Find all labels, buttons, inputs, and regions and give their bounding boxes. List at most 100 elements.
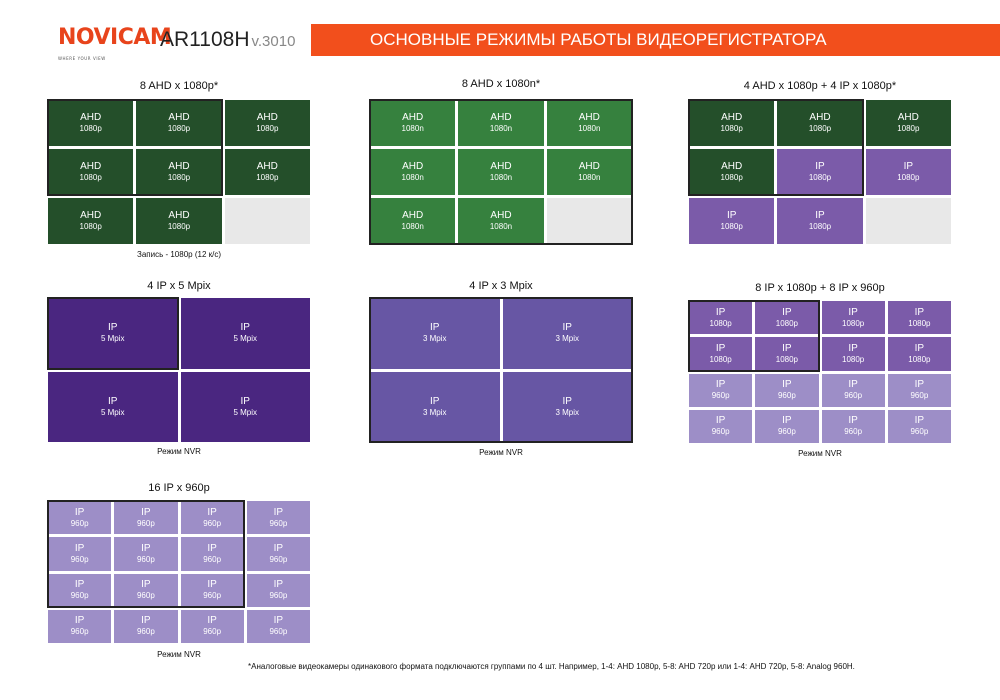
channel-resolution: 1080p — [79, 173, 102, 182]
channel-cell: IP 960p — [246, 609, 310, 643]
channel-cell: IP 960p — [246, 537, 310, 571]
channel-type: IP — [240, 395, 250, 407]
channel-resolution: 5 Mpix — [100, 407, 125, 417]
channel-cell: AHD 1080n — [458, 149, 544, 195]
channel-type: AHD — [721, 112, 743, 123]
channel-cell: AHD 1080p — [224, 149, 310, 195]
channel-type: IP — [273, 615, 284, 627]
channel-type: AHD — [402, 161, 424, 172]
channel-cell: IP 960p — [689, 373, 753, 407]
channel-type: AHD — [490, 210, 512, 221]
channel-cell: IP 1080p — [865, 149, 951, 195]
channel-cell: IP 1080p — [821, 301, 885, 335]
channel-type: IP — [782, 342, 792, 354]
channel-resolution: 1080p — [808, 124, 832, 133]
channel-resolution: 960p — [910, 427, 929, 437]
channel-resolution: 960p — [203, 627, 222, 637]
channel-resolution: 960p — [777, 391, 796, 401]
channel-type: AHD — [721, 161, 743, 172]
channel-resolution: 1080p — [720, 173, 743, 182]
channel-cell: IP 960p — [887, 373, 951, 407]
channel-resolution: 1080p — [842, 318, 865, 328]
channel-cell: IP 3 Mpix — [502, 298, 632, 369]
channel-type: IP — [914, 342, 925, 354]
channel-type: IP — [273, 542, 284, 554]
channel-type: AHD — [578, 112, 600, 123]
channel-cell: IP 1080p — [755, 337, 819, 371]
panel-title-8ip-1080p-8ip-960p: 8 IP x 1080p + 8 IP x 960p — [755, 282, 885, 294]
channel-resolution: 960p — [70, 554, 89, 564]
channel-resolution: 1080n — [578, 124, 601, 133]
channel-cell: AHD 1080p — [48, 149, 134, 195]
panel-note-4ip-3mpix: Режим NVR — [479, 448, 523, 457]
channel-type: IP — [273, 506, 284, 518]
channel-resolution: 1080p — [808, 222, 832, 231]
channel-cell: IP 960p — [180, 573, 244, 607]
channel-type: AHD — [897, 112, 919, 123]
channel-type: IP — [914, 306, 925, 318]
panel-note-8ip-1080p-8ip-960p: Режим NVR — [798, 449, 842, 458]
channel-type: IP — [108, 395, 118, 407]
channel-cell: IP 960p — [246, 501, 310, 535]
channel-resolution: 960p — [269, 518, 288, 528]
channel-type: IP — [74, 615, 85, 627]
channel-resolution: 1080p — [256, 173, 279, 182]
channel-type: IP — [240, 322, 250, 334]
channel-resolution: 3 Mpix — [555, 334, 580, 344]
channel-resolution: 5 Mpix — [100, 334, 125, 344]
logo-tagline: WHERE YOUR VIEW — [58, 56, 106, 61]
channel-resolution: 960p — [711, 427, 730, 437]
channel-resolution: 960p — [910, 391, 929, 401]
channel-cell: AHD 1080p — [865, 100, 951, 146]
channel-cell: IP 5 Mpix — [180, 371, 310, 442]
channel-type: AHD — [490, 161, 512, 172]
channel-cell: IP 960p — [755, 409, 819, 443]
channel-resolution: 1080p — [908, 354, 931, 364]
empty-channel-cell — [224, 198, 310, 244]
panel-note-4ip-5mpix: Режим NVR — [157, 447, 201, 456]
channel-resolution: 1080n — [489, 124, 513, 133]
channel-type: AHD — [402, 210, 424, 221]
channel-resolution: 960p — [203, 518, 222, 528]
channel-resolution: 960p — [269, 554, 288, 564]
layout-grid-8ip-1080p-8ip-960p: IP 1080p IP 1080p IP 1080p IP 1080p IP 1080p IP 108… — [689, 301, 951, 443]
channel-resolution: 1080p — [808, 173, 832, 182]
channel-cell: IP 3 Mpix — [370, 298, 500, 369]
layout-grid-4ip-3mpix: IP 3 Mpix IP 3 Mpix IP 3 Mpix IP 3 Mpix — [370, 298, 632, 442]
channel-type: AHD — [168, 210, 190, 221]
channel-cell: AHD 1080n — [370, 149, 456, 195]
channel-resolution: 960p — [844, 391, 863, 401]
model-version: v.3010 — [251, 33, 296, 50]
footnote: *Аналоговые видеокамеры одинакового форм… — [248, 662, 855, 671]
channel-type: IP — [430, 395, 440, 407]
channel-resolution: 960p — [70, 627, 89, 637]
channel-cell: AHD 1080n — [458, 198, 544, 244]
channel-type: AHD — [80, 210, 102, 221]
channel-type: AHD — [168, 112, 190, 123]
channel-type: IP — [562, 322, 572, 334]
channel-type: IP — [207, 506, 217, 518]
channel-resolution: 960p — [203, 554, 222, 564]
channel-cell: AHD 1080p — [48, 100, 134, 146]
channel-cell: AHD 1080p — [136, 100, 222, 146]
channel-type: IP — [903, 161, 914, 172]
channel-type: IP — [715, 379, 726, 391]
channel-type: IP — [782, 415, 792, 427]
channel-resolution: 960p — [136, 518, 155, 528]
empty-channel-cell — [865, 198, 951, 244]
panel-title-16ip-960p: 16 IP x 960p — [148, 482, 210, 494]
channel-type: IP — [141, 615, 151, 627]
layout-grid-4ahd-4ip: AHD 1080p AHD 1080p AHD 1080p AHD 1080p IP 1080p I… — [689, 100, 951, 244]
panel-title-4ahd-4ip: 4 AHD x 1080p + 4 IP x 1080p* — [743, 80, 897, 92]
channel-cell: IP 1080p — [689, 301, 753, 335]
channel-cell: IP 960p — [180, 537, 244, 571]
channel-type: IP — [715, 306, 726, 318]
channel-cell: IP 5 Mpix — [48, 371, 178, 442]
channel-type: IP — [815, 210, 825, 221]
channel-cell: AHD 1080p — [777, 100, 863, 146]
channel-cell: IP 1080p — [755, 301, 819, 335]
channel-resolution: 1080p — [897, 124, 920, 133]
channel-type: IP — [848, 415, 858, 427]
channel-type: IP — [815, 161, 825, 172]
channel-resolution: 1080p — [709, 354, 732, 364]
